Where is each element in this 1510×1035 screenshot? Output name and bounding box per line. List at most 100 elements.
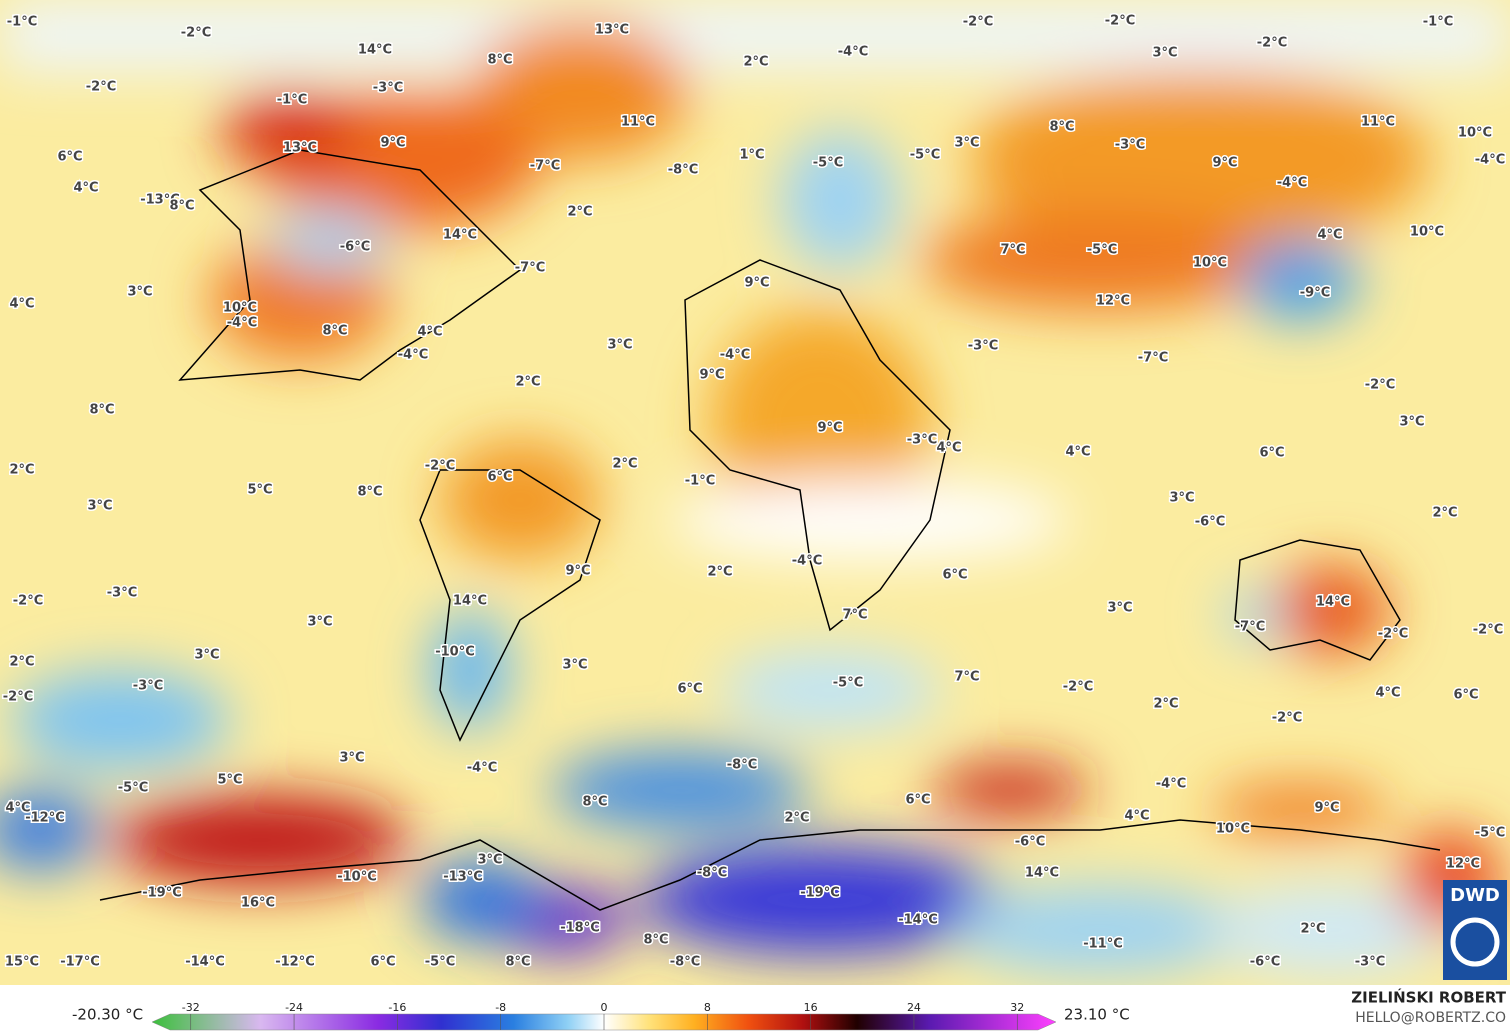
temperature-label: 7°C bbox=[842, 608, 867, 623]
temperature-label: -4°C bbox=[1475, 153, 1505, 168]
logo-text: DWD bbox=[1450, 885, 1500, 906]
contact: HELLO@ROBERTZ.CO bbox=[1355, 1010, 1506, 1026]
temperature-label: -5°C bbox=[118, 781, 148, 796]
temperature-label: -13°C bbox=[443, 870, 483, 885]
temperature-label: -2°C bbox=[1272, 711, 1302, 726]
temperature-label: 2°C bbox=[612, 457, 637, 472]
temperature-label: 4°C bbox=[1065, 445, 1090, 460]
temperature-label: 16°C bbox=[241, 896, 275, 911]
temperature-label: -3°C bbox=[968, 339, 998, 354]
temperature-label: -3°C bbox=[1355, 955, 1385, 970]
temperature-label: 3°C bbox=[339, 751, 364, 766]
temperature-label: 9°C bbox=[1212, 156, 1237, 171]
temperature-label: -2°C bbox=[1105, 14, 1135, 29]
temperature-label: -3°C bbox=[907, 433, 937, 448]
temperature-label: -1°C bbox=[685, 474, 715, 489]
temperature-label: -7°C bbox=[515, 261, 545, 276]
temperature-label: 2°C bbox=[1432, 506, 1457, 521]
temperature-label: -6°C bbox=[1250, 955, 1280, 970]
temperature-label: 11°C bbox=[621, 115, 655, 130]
temperature-label: 4°C bbox=[1375, 686, 1400, 701]
temperature-label: 14°C bbox=[1025, 866, 1059, 881]
temperature-label: -1°C bbox=[1423, 15, 1453, 30]
temperature-label: -4°C bbox=[792, 554, 822, 569]
temperature-label: 9°C bbox=[817, 421, 842, 436]
temperature-label: -5°C bbox=[813, 156, 843, 171]
temperature-label: 8°C bbox=[582, 795, 607, 810]
temperature-label: 3°C bbox=[1399, 415, 1424, 430]
colorbar-ticks: -32 -24 -16 -8 0 8 16 24 32 bbox=[182, 1001, 1024, 1030]
temperature-label: 4°C bbox=[417, 325, 442, 340]
temperature-label: 11°C bbox=[1361, 115, 1395, 130]
temperature-label: -5°C bbox=[1087, 243, 1117, 258]
temperature-label: 8°C bbox=[322, 324, 347, 339]
colorbar-tick-label: 24 bbox=[907, 1001, 921, 1014]
temperature-label: -2°C bbox=[181, 26, 211, 41]
logo-swirl bbox=[1450, 917, 1500, 967]
temperature-label: 9°C bbox=[565, 564, 590, 579]
temperature-label: -12°C bbox=[25, 811, 65, 826]
temperature-label: 10°C bbox=[223, 301, 257, 316]
temperature-label: 2°C bbox=[515, 375, 540, 390]
temperature-label: -9°C bbox=[1300, 286, 1330, 301]
temperature-label: -19°C bbox=[800, 886, 840, 901]
temperature-label: 4°C bbox=[1317, 228, 1342, 243]
colorbar-tick-label: -24 bbox=[285, 1001, 303, 1014]
temperature-label: -7°C bbox=[530, 159, 560, 174]
temperature-label: -19°C bbox=[142, 886, 182, 901]
temperature-label: -6°C bbox=[340, 240, 370, 255]
temperature-label: 14°C bbox=[1316, 595, 1350, 610]
temperature-label: 13°C bbox=[595, 23, 629, 38]
temperature-label: -5°C bbox=[425, 955, 455, 970]
temperature-label: 3°C bbox=[477, 853, 502, 868]
temperature-label: -3°C bbox=[133, 679, 163, 694]
temperature-label: 8°C bbox=[643, 933, 668, 948]
temperature-label: 9°C bbox=[744, 276, 769, 291]
temperature-label: 8°C bbox=[89, 403, 114, 418]
temperature-label: -8°C bbox=[697, 866, 727, 881]
temperature-label: -14°C bbox=[185, 955, 225, 970]
temperature-label: -1°C bbox=[7, 15, 37, 30]
temperature-label: 4°C bbox=[73, 181, 98, 196]
temperature-label: 8°C bbox=[1049, 120, 1074, 135]
temperature-label: -18°C bbox=[560, 921, 600, 936]
temperature-label: -4°C bbox=[398, 348, 428, 363]
temperature-label: 3°C bbox=[87, 499, 112, 514]
temperature-label: -2°C bbox=[1063, 680, 1093, 695]
temperature-label: 3°C bbox=[1152, 46, 1177, 61]
temperature-label: 14°C bbox=[453, 594, 487, 609]
temperature-label: 6°C bbox=[1453, 688, 1478, 703]
temperature-label: -1°C bbox=[277, 93, 307, 108]
colorbar-tick-label: 8 bbox=[704, 1001, 711, 1014]
colorbar-tick-label: 16 bbox=[804, 1001, 818, 1014]
temperature-label: -12°C bbox=[275, 955, 315, 970]
temperature-label: -4°C bbox=[1156, 777, 1186, 792]
temperature-label: 15°C bbox=[5, 955, 39, 970]
temperature-label: -3°C bbox=[373, 81, 403, 96]
temperature-label: -4°C bbox=[1277, 176, 1307, 191]
temperature-label: -2°C bbox=[1378, 627, 1408, 642]
colorbar-tick-label: -8 bbox=[495, 1001, 506, 1014]
temperature-label: -3°C bbox=[107, 586, 137, 601]
temperature-label: -10°C bbox=[435, 645, 475, 660]
colorbar-tick-label: -32 bbox=[182, 1001, 200, 1014]
temperature-label: -2°C bbox=[13, 594, 43, 609]
temperature-label: 12°C bbox=[1096, 294, 1130, 309]
temperature-label: -4°C bbox=[720, 348, 750, 363]
temperature-label: 4°C bbox=[9, 297, 34, 312]
temperature-label: 2°C bbox=[784, 811, 809, 826]
temperature-label: 3°C bbox=[127, 285, 152, 300]
temperature-label: 2°C bbox=[9, 463, 34, 478]
temperature-label: -2°C bbox=[3, 690, 33, 705]
temperature-label: -17°C bbox=[60, 955, 100, 970]
temperature-label: 2°C bbox=[1153, 697, 1178, 712]
colorbar-tick-label: -16 bbox=[388, 1001, 406, 1014]
temperature-label: 2°C bbox=[9, 655, 34, 670]
temperature-label: 10°C bbox=[1458, 126, 1492, 141]
temperature-label: 8°C bbox=[357, 485, 382, 500]
temperature-label: -5°C bbox=[910, 148, 940, 163]
temperature-label: 10°C bbox=[1193, 256, 1227, 271]
temperature-label: 3°C bbox=[1169, 491, 1194, 506]
temperature-field bbox=[0, 0, 1510, 985]
